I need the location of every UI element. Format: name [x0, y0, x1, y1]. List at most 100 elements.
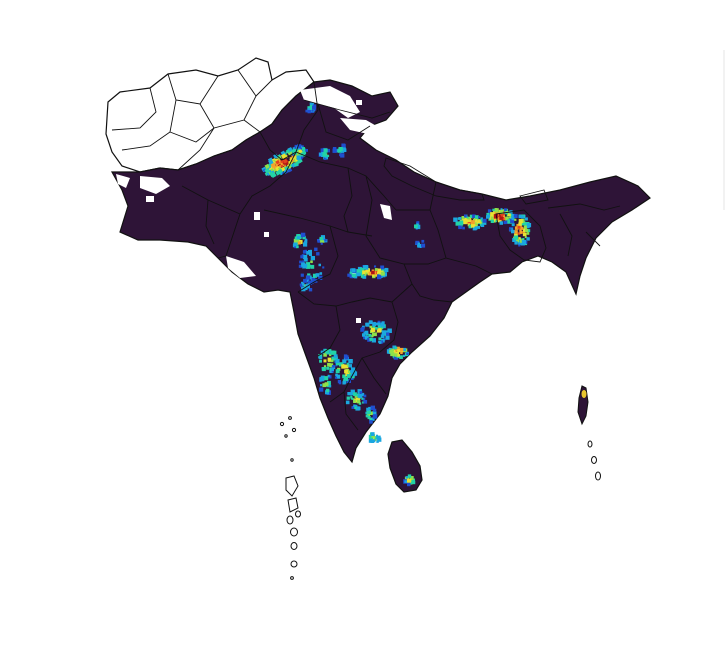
hotspot-pixel: [327, 358, 331, 362]
hotspot-pixel: [324, 239, 327, 242]
hotspot-pixel: [347, 273, 351, 277]
hotspot-pixel: [499, 214, 502, 218]
hotspot-pixel: [354, 394, 358, 398]
hotspot-pixel: [373, 332, 377, 337]
hotspot-pixel: [341, 364, 346, 369]
hotspot-pixel: [421, 243, 426, 248]
hotspot-pixel: [517, 232, 521, 235]
hotspot-pixel: [377, 269, 381, 273]
hotspot-pixel: [348, 364, 352, 368]
hotspot-pixel: [339, 154, 342, 157]
hotspot-pixel: [351, 268, 356, 273]
hotspot-pixel: [356, 272, 360, 277]
hotspot-pixel: [526, 237, 530, 241]
lakshadweep-maldives-islands: [279, 416, 301, 580]
hotspot-pixel: [494, 208, 499, 213]
hotspot-pixel: [365, 272, 368, 275]
hotspot-pixel: [297, 144, 302, 149]
hotspot-pixel: [511, 223, 515, 227]
hotspot-pixel: [323, 365, 327, 368]
hotspot-pixel: [316, 252, 320, 256]
hotspot-pixel: [312, 273, 317, 278]
hotspot-pixel: [288, 147, 293, 152]
hotspot-pixel: [523, 225, 527, 229]
hotspot-pixel: [524, 217, 528, 221]
hotspot-pixel: [477, 225, 480, 229]
hotspot-pixel: [471, 223, 474, 226]
hotspot-pixel: [367, 415, 371, 420]
hotspot-pixel: [466, 217, 472, 223]
hotspot-pixel: [499, 216, 503, 220]
hotspot-pixel: [470, 220, 475, 225]
hotspot-pixel: [337, 380, 341, 384]
hotspot-pixel: [361, 326, 365, 331]
hotspot-pixel: [400, 351, 403, 355]
hotspot-pixel: [479, 221, 483, 225]
hotspot-pixel: [303, 279, 307, 283]
hotspot-pixel: [416, 222, 419, 225]
hotspot-pixel: [304, 287, 308, 291]
hotspot-pixel: [360, 267, 365, 272]
hotspot-pixel: [390, 352, 395, 357]
hotspot-pixel: [364, 265, 368, 269]
hotspot-cluster: [319, 374, 332, 395]
hotspot-pixel: [323, 348, 326, 352]
hotspot-cluster: [317, 235, 328, 245]
hotspot-pixel: [335, 362, 340, 366]
hotspot-pixel: [324, 349, 329, 354]
hotspot-pixel: [299, 156, 303, 160]
hotspot-pixel: [366, 407, 370, 411]
hotspot-pixel: [368, 406, 371, 410]
hotspot-pixel: [355, 269, 360, 274]
hotspot-pixel: [378, 341, 382, 344]
hotspot-pixel: [309, 102, 315, 107]
hotspot-pixel: [338, 147, 343, 152]
hotspot-pixel: [326, 148, 330, 153]
hotspot-pixel: [371, 269, 375, 272]
hotspot-pixel: [356, 399, 361, 404]
hotspot-pixel: [381, 330, 386, 335]
hotspot-pixel: [306, 251, 310, 255]
hotspot-pixel: [410, 481, 414, 485]
hotspot-pixel: [380, 322, 385, 327]
hotspot-pixel: [303, 257, 308, 262]
hotspot-pixel: [275, 159, 280, 165]
hotspot-pixel: [482, 218, 487, 223]
hotspot-pixel: [300, 284, 303, 288]
hotspot-pixel: [294, 245, 297, 249]
hotspot-pixel: [320, 242, 323, 245]
hotspot-pixel: [302, 147, 305, 151]
hotspot-pixel: [363, 394, 367, 398]
hotspot-pixel: [334, 376, 337, 379]
hotspot-pixel: [499, 210, 504, 214]
hotspot-pixel: [380, 265, 385, 270]
hotspot-pixel: [460, 222, 464, 226]
hotspot-pixel: [363, 400, 368, 404]
hotspot-pixel: [400, 347, 404, 352]
hotspot-pixel: [306, 262, 310, 267]
hotspot-pixel: [351, 406, 355, 409]
hotspot-pixel: [312, 105, 317, 110]
hotspot-pixel: [345, 400, 350, 405]
hotspot-pixel: [362, 401, 365, 404]
hotspot-pixel: [370, 405, 375, 410]
hotspot-pixel: [372, 274, 375, 277]
hotspot-pixel: [370, 432, 375, 436]
hotspot-pixel: [361, 397, 364, 400]
hotspot-pixel: [365, 268, 370, 272]
hotspot-pixel: [469, 214, 474, 218]
hotspot-pixel: [282, 158, 288, 164]
hotspot-pixel: [302, 250, 307, 254]
hotspot-pixel: [518, 222, 522, 226]
hotspot-pixel: [323, 359, 327, 363]
hotspot-pixel: [480, 220, 483, 223]
hotspot-pixel: [519, 230, 523, 234]
hotspot-pixel: [371, 338, 376, 343]
hotspot-pixel: [406, 352, 409, 355]
hotspot-pixel: [507, 219, 512, 224]
hotspot-pixel: [335, 358, 340, 363]
hotspot-pixel: [323, 353, 327, 357]
hotspot-pixel: [315, 273, 320, 277]
hotspot-pixel: [270, 168, 274, 172]
hotspot-pixel: [514, 218, 517, 221]
